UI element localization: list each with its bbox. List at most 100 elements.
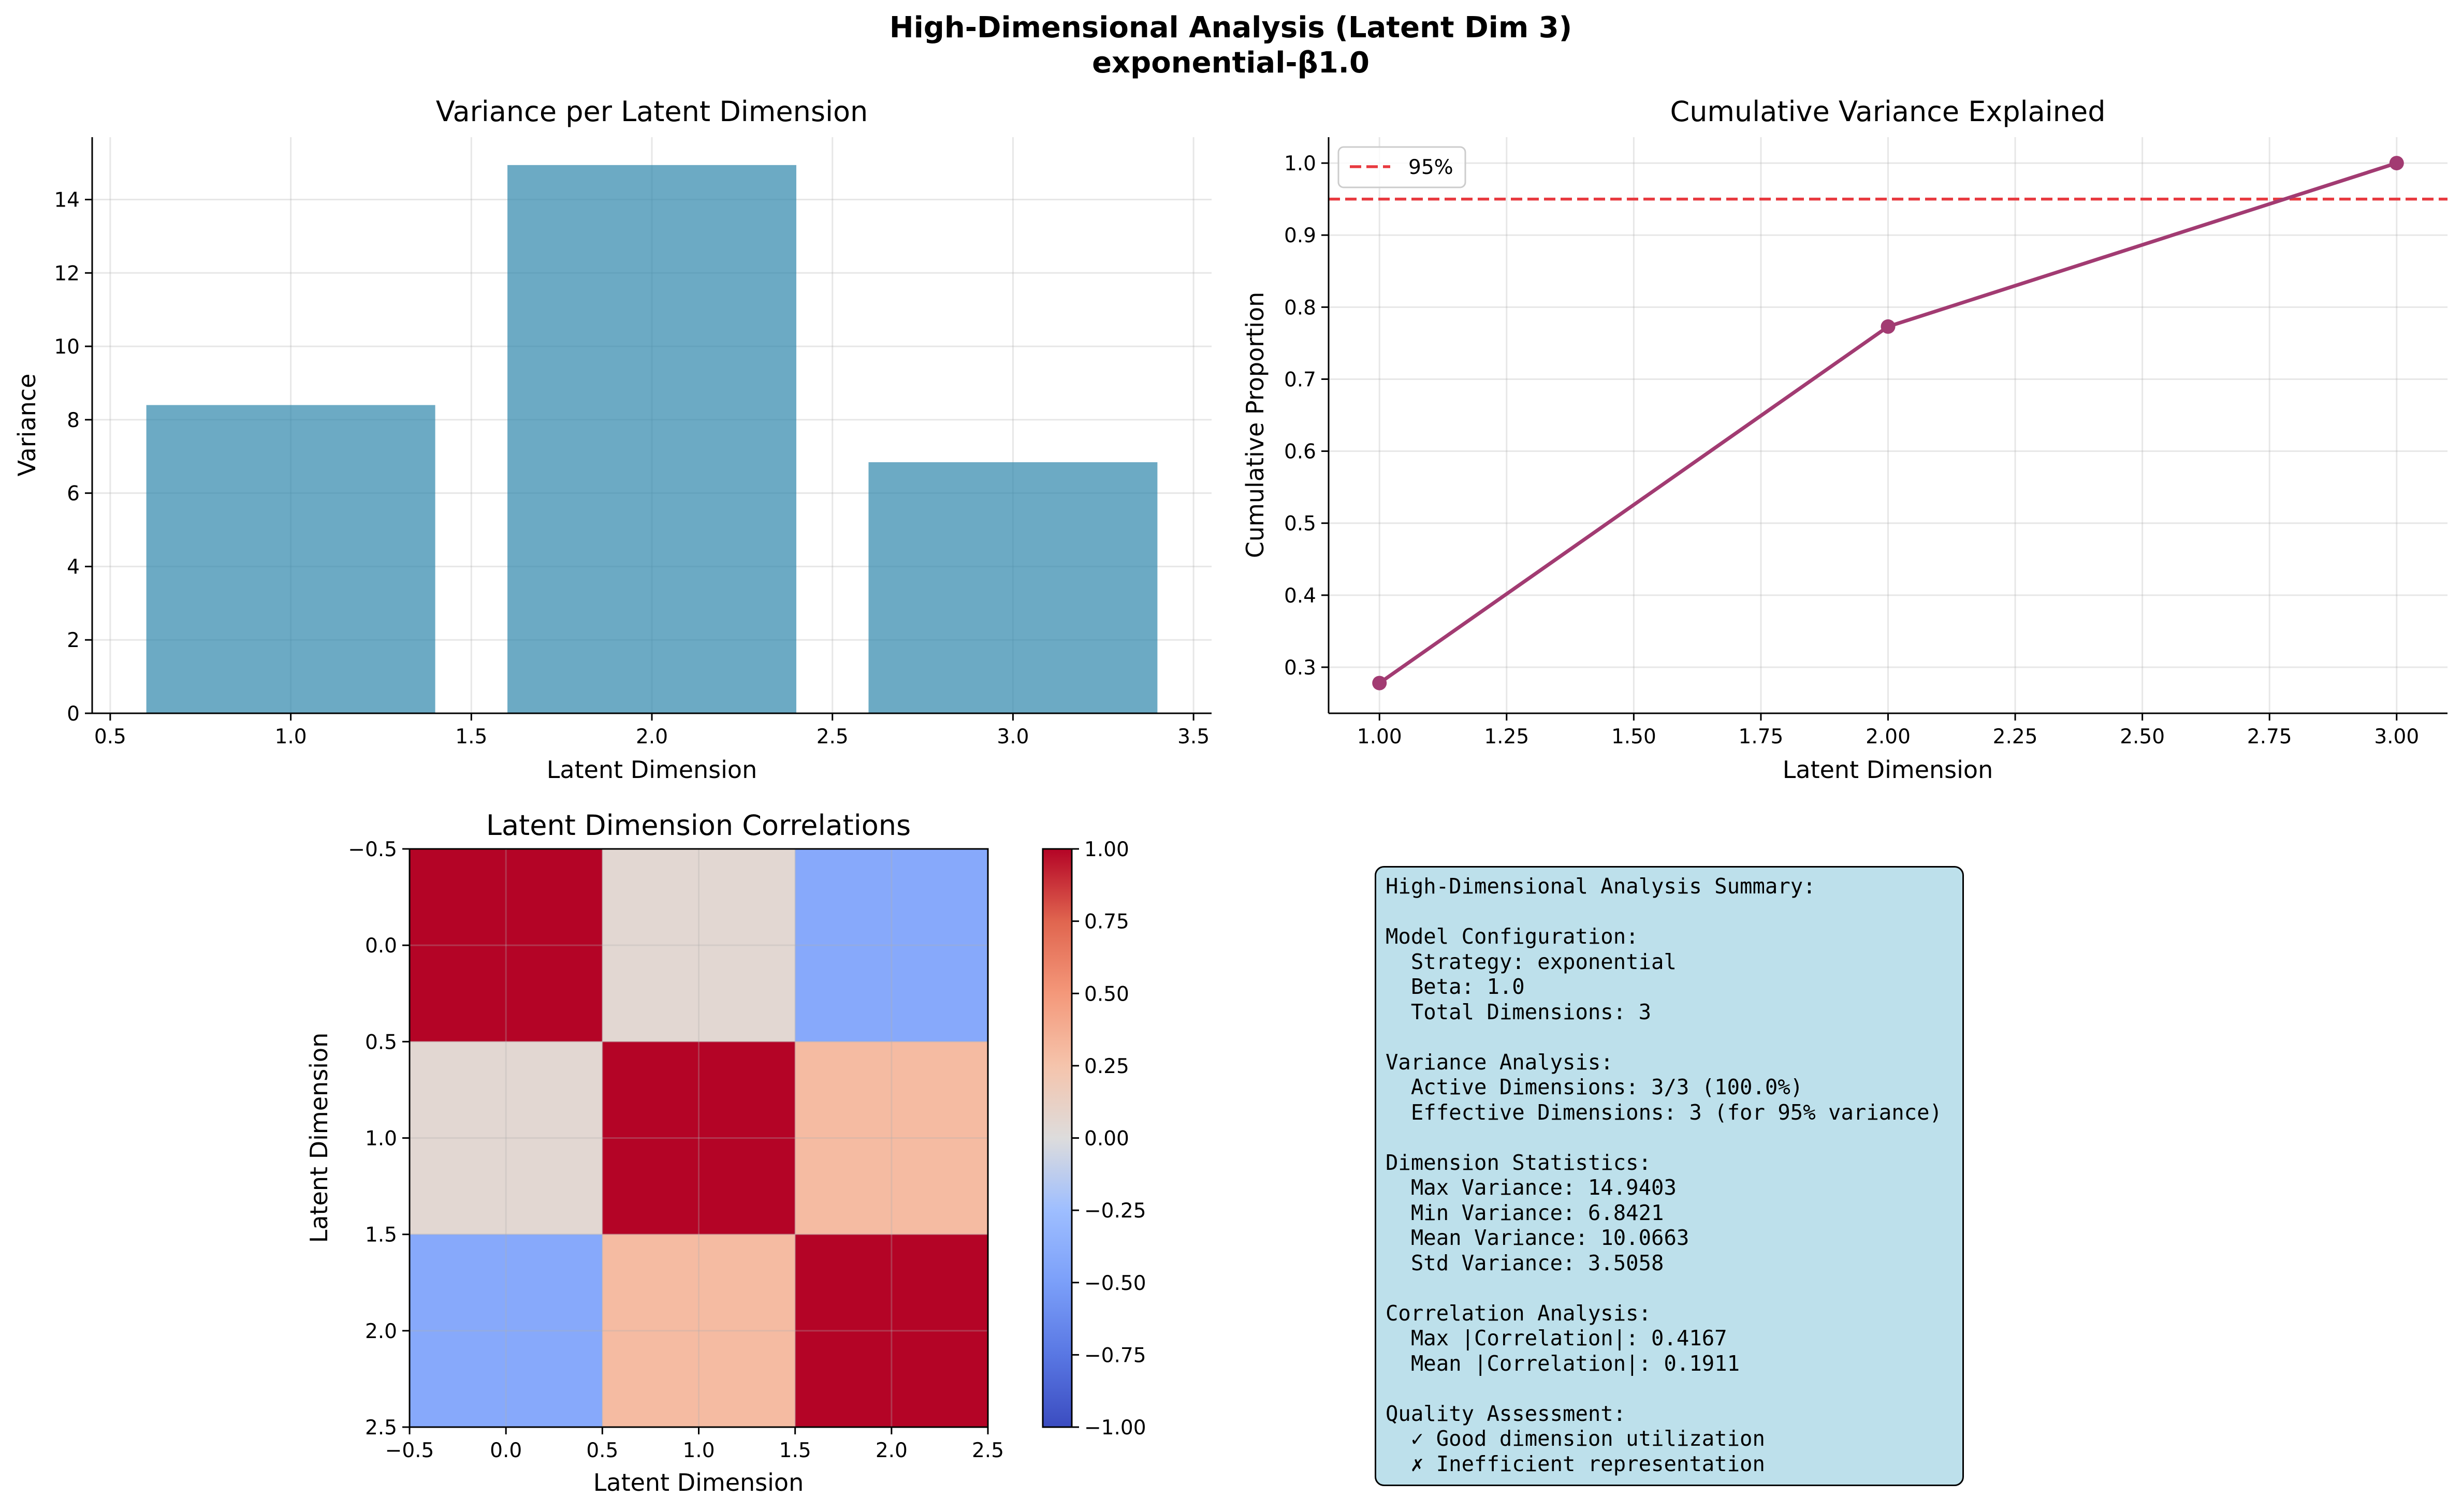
bar-chart-y-tick-label: 6 (67, 482, 80, 506)
colorbar-tick-label: 0.00 (1084, 1127, 1129, 1151)
line-chart-x-tick-label: 2.00 (1866, 725, 1911, 748)
bar-chart-title: Variance per Latent Dimension (436, 95, 868, 128)
colorbar-tick-label: −1.00 (1084, 1416, 1146, 1440)
summary-line: Total Dimensions: 3 (1386, 999, 1652, 1024)
line-chart-y-tick-label: 0.6 (1284, 441, 1316, 464)
cumulative-point (2389, 156, 2404, 171)
colorbar-tick-label: −0.75 (1084, 1344, 1146, 1367)
summary-line: Strategy: exponential (1386, 949, 1677, 974)
summary-line: Dimension Statistics: (1386, 1150, 1652, 1175)
heatmap-cell (410, 849, 603, 1042)
heatmap-x-tick-label: −0.5 (385, 1439, 434, 1462)
summary-line: ✗ Inefficient representation (1386, 1451, 1765, 1476)
bar-chart-x-tick-label: 3.5 (1177, 725, 1210, 748)
line-chart-y-tick-label: 0.9 (1284, 224, 1316, 247)
bar-chart-x-tick-label: 1.0 (275, 725, 307, 748)
bar-chart-x-tick-label: 2.0 (636, 725, 668, 748)
variance-bar (507, 165, 796, 713)
bar-chart-ylabel: Variance (13, 374, 41, 477)
bar-chart-y-tick-label: 0 (67, 702, 80, 726)
cumulative-variance-line-chart: 1.00 1.25 1.50 1.75 2.00 2.25 2.50 2.75 3.00 0.3 0… (1241, 95, 2448, 784)
line-chart-x-tick-label: 1.50 (1611, 725, 1656, 748)
bar-chart-xlabel: Latent Dimension (547, 756, 757, 784)
summary-line: Std Variance: 3.5058 (1386, 1250, 1664, 1275)
summary-line: Max |Correlation|: 0.4167 (1386, 1326, 1727, 1350)
summary-line (1386, 899, 1953, 924)
line-chart-x-tick-label: 1.75 (1739, 725, 1784, 748)
summary-line: High-Dimensional Analysis Summary: (1386, 874, 1816, 899)
correlation-heatmap: −0.5 0.0 0.5 1.0 1.5 2.0 2.5−0.50.00.51.01.52.… (305, 809, 1146, 1496)
cumulative-point (1881, 319, 1896, 334)
line-chart-y-tick-label: 0.8 (1284, 296, 1316, 319)
heatmap-cell (410, 1234, 603, 1427)
line-chart-y-tick-label: 0.5 (1284, 512, 1316, 536)
colorbar (1042, 848, 1073, 1428)
heatmap-cell (602, 1041, 795, 1235)
summary-text-box: High-Dimensional Analysis Summary: Model … (1375, 866, 1964, 1486)
heatmap-y-tick-label: 1.5 (365, 1224, 397, 1247)
heatmap-x-tick-label: 0.5 (586, 1439, 618, 1462)
bar-chart-y-tick-label: 14 (54, 189, 80, 212)
variance-bar (146, 405, 435, 713)
summary-line: Variance Analysis: (1386, 1049, 1613, 1075)
heatmap-y-tick-label: 2.5 (365, 1416, 397, 1440)
bar-chart-x-tick-label: 3.0 (997, 725, 1029, 748)
bar-chart-y-tick-label: 8 (67, 409, 80, 432)
line-chart-x-tick-label: 2.50 (2120, 725, 2165, 748)
line-chart-y-tick-label: 0.7 (1284, 368, 1316, 391)
line-chart-x-tick-label: 3.00 (2374, 725, 2419, 748)
heatmap-x-tick-label: 0.0 (490, 1439, 522, 1462)
legend-label-95: 95% (1408, 156, 1453, 179)
summary-line: Active Dimensions: 3/3 (100.0%) (1386, 1075, 1803, 1099)
heatmap-x-tick-label: 2.0 (876, 1439, 908, 1462)
heatmap-cell (602, 849, 795, 1042)
line-chart-title: Cumulative Variance Explained (1670, 95, 2106, 128)
summary-line: ✓ Good dimension utilization (1386, 1426, 1765, 1451)
colorbar-tick-label: 0.25 (1084, 1055, 1129, 1078)
line-chart-x-tick-label: 2.25 (1993, 725, 2038, 748)
heatmap-cell (795, 1234, 988, 1427)
heatmap-x-tick-label: 1.5 (779, 1439, 811, 1462)
line-chart-y-tick-label: 0.4 (1284, 584, 1316, 608)
colorbar-tick-label: −0.50 (1084, 1272, 1146, 1295)
heatmap-y-tick-label: 0.0 (365, 934, 397, 958)
bar-chart-x-tick-label: 0.5 (94, 725, 126, 748)
bar-chart-y-tick-label: 2 (67, 629, 80, 652)
summary-line (1386, 1024, 1953, 1050)
summary-lines: High-Dimensional Analysis Summary: Model … (1386, 874, 1953, 1476)
variance-bar (868, 462, 1158, 713)
summary-line: Quality Assessment: (1386, 1401, 1626, 1426)
heatmap-title: Latent Dimension Correlations (486, 809, 911, 842)
line-chart-xlabel: Latent Dimension (1783, 756, 1993, 784)
heatmap-cell (602, 1234, 795, 1427)
summary-line: Model Configuration: (1386, 924, 1639, 949)
line-chart-x-tick-label: 1.00 (1357, 725, 1402, 748)
bar-chart-x-tick-label: 2.5 (817, 725, 849, 748)
line-chart-x-tick-label: 2.75 (2247, 725, 2292, 748)
summary-line: Effective Dimensions: 3 (for 95% varianc… (1386, 1099, 1942, 1125)
summary-line (1386, 1376, 1953, 1401)
heatmap-cell (410, 1041, 603, 1235)
heatmap-x-tick-label: 2.5 (972, 1439, 1004, 1462)
colorbar-tick-label: 1.00 (1084, 838, 1129, 861)
suptitle-line-2: exponential-β1.0 (1092, 46, 1370, 80)
heatmap-y-tick-label: 0.5 (365, 1031, 397, 1054)
cumulative-point (1372, 676, 1387, 691)
suptitle-line-1: High-Dimensional Analysis (Latent Dim 3) (890, 11, 1572, 45)
bar-chart-y-tick-label: 4 (67, 555, 80, 579)
heatmap-xlabel: Latent Dimension (593, 1469, 804, 1496)
line-chart-legend: 95% (1337, 146, 1466, 188)
bar-chart-x-tick-label: 1.5 (455, 725, 487, 748)
line-chart-ylabel: Cumulative Proportion (1241, 292, 1269, 559)
bar-chart-y-tick-label: 12 (54, 262, 80, 285)
heatmap-y-tick-label: −0.5 (348, 838, 397, 861)
heatmap-y-tick-label: 1.0 (365, 1127, 397, 1151)
summary-line: Mean Variance: 10.0663 (1386, 1225, 1689, 1250)
heatmap-ylabel: Latent Dimension (305, 1033, 333, 1243)
summary-line (1386, 1125, 1953, 1150)
heatmap-y-tick-label: 2.0 (365, 1320, 397, 1343)
line-chart-y-tick-label: 0.3 (1284, 656, 1316, 680)
line-chart-x-tick-label: 1.25 (1484, 725, 1529, 748)
summary-line: Beta: 1.0 (1386, 974, 1525, 999)
